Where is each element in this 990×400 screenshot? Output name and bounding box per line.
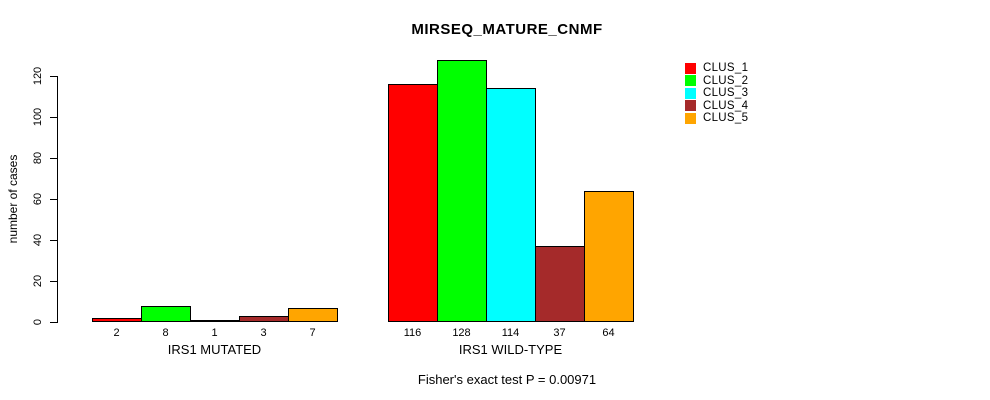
y-tick-mark xyxy=(50,322,57,323)
bar-value-label: 37 xyxy=(553,327,566,339)
bar-value-label: 3 xyxy=(260,327,267,339)
x-category-label: IRS1 MUTATED xyxy=(167,342,262,357)
bar-value-label: 2 xyxy=(113,327,120,339)
bar-value-label: 128 xyxy=(452,327,471,339)
bar-clus_5 xyxy=(584,191,634,322)
bar-clus_5 xyxy=(288,308,338,322)
bar-value-label: 114 xyxy=(501,327,520,339)
legend-swatch xyxy=(685,62,696,74)
y-tick-label-text: 80 xyxy=(32,151,44,165)
x-category-label: IRS1 WILD-TYPE xyxy=(458,342,563,357)
y-tick-mark xyxy=(50,158,57,159)
bar-clus_4 xyxy=(239,316,289,322)
y-tick-mark xyxy=(50,199,57,200)
bar-value-label: 1 xyxy=(211,327,218,339)
legend-swatch xyxy=(685,100,696,112)
y-axis-label-text: number of cases xyxy=(6,154,20,244)
legend-label: CLUS_4 xyxy=(703,99,749,112)
legend-item: CLUS_1 xyxy=(685,62,748,75)
legend-item: CLUS_3 xyxy=(685,87,748,100)
bar-clus_2 xyxy=(437,60,487,322)
legend-item: CLUS_5 xyxy=(685,112,748,125)
caption-text: Fisher's exact test P = 0.00971 xyxy=(417,372,597,387)
bar-clus_1 xyxy=(388,84,438,322)
legend-label: CLUS_1 xyxy=(703,62,749,75)
chart-title: MIRSEQ_MATURE_CNMF xyxy=(411,21,603,38)
y-tick-mark xyxy=(50,76,57,77)
y-tick-label-text: 60 xyxy=(32,192,44,206)
y-tick-label-text: 120 xyxy=(32,66,44,86)
y-tick-mark xyxy=(50,240,57,241)
bar-clus_3 xyxy=(190,320,240,322)
legend-label: CLUS_5 xyxy=(703,112,749,125)
y-tick-label-text: 20 xyxy=(32,274,44,288)
bar-clus_2 xyxy=(141,306,191,322)
bar-clus_4 xyxy=(535,246,585,322)
y-tick-label-text: 0 xyxy=(32,318,44,326)
legend-swatch xyxy=(685,112,696,124)
legend-item: CLUS_4 xyxy=(685,100,748,113)
y-tick-label-text: 100 xyxy=(32,107,44,127)
legend-swatch xyxy=(685,75,696,87)
legend-item: CLUS_2 xyxy=(685,75,748,88)
bar-value-label: 64 xyxy=(602,327,615,339)
bar-clus_1 xyxy=(92,318,142,322)
legend-label: CLUS_3 xyxy=(703,87,749,100)
y-tick-label-text: 40 xyxy=(32,233,44,247)
legend-swatch xyxy=(685,87,696,99)
bar-value-label: 7 xyxy=(309,327,316,339)
legend-label: CLUS_2 xyxy=(703,74,749,87)
y-tick-mark xyxy=(50,117,57,118)
y-tick-mark xyxy=(50,281,57,282)
bar-clus_3 xyxy=(486,88,536,322)
bar-value-label: 116 xyxy=(403,327,422,339)
bar-value-label: 8 xyxy=(162,327,169,339)
legend: CLUS_1 CLUS_2 CLUS_3 CLUS_4 CLUS_5 xyxy=(685,62,748,125)
y-axis-line xyxy=(57,76,58,323)
